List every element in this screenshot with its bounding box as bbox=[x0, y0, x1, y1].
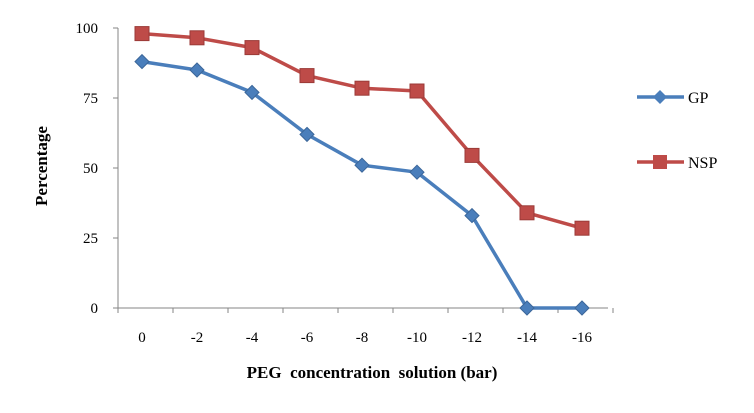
series-line-gp bbox=[141, 59, 582, 310]
data-point-gp bbox=[299, 126, 315, 143]
data-point-nsp bbox=[299, 68, 315, 84]
y-tick-label: 75 bbox=[83, 91, 98, 107]
y-axis: 0 25 50 75 100 bbox=[76, 21, 119, 317]
x-tick-label: -6 bbox=[301, 330, 314, 346]
x-tick-label: -16 bbox=[572, 330, 592, 346]
data-point-gp bbox=[134, 53, 150, 70]
x-axis-title: PEG concentration solution (bar) bbox=[247, 363, 498, 382]
y-tick-label: 25 bbox=[83, 231, 98, 247]
legend-marker-gp bbox=[653, 90, 667, 104]
y-axis-title: Percentage bbox=[32, 126, 51, 206]
x-tick-label: -14 bbox=[517, 330, 537, 346]
data-point-gp bbox=[409, 164, 425, 180]
data-point-nsp bbox=[354, 80, 370, 96]
x-axis: 0 -2 -4 -6 -8 -10 -12 -14 -16 bbox=[117, 307, 614, 346]
y-tick-label: 0 bbox=[91, 301, 99, 317]
x-tick-label: -4 bbox=[246, 330, 259, 346]
legend-marker-nsp bbox=[653, 155, 667, 169]
legend-label-gp: GP bbox=[688, 90, 709, 107]
data-point-gp bbox=[464, 207, 480, 224]
y-tick-label: 100 bbox=[76, 21, 99, 37]
data-point-nsp bbox=[464, 147, 480, 163]
x-tick-label: -10 bbox=[407, 330, 427, 346]
data-point-gp bbox=[189, 62, 205, 78]
data-point-nsp bbox=[134, 26, 150, 42]
series-line-nsp bbox=[141, 31, 583, 230]
data-point-nsp bbox=[409, 83, 425, 99]
data-point-nsp bbox=[189, 30, 205, 46]
data-point-gp bbox=[519, 300, 535, 316]
data-point-nsp bbox=[244, 40, 260, 56]
data-point-nsp bbox=[574, 220, 590, 236]
x-tick-label: -12 bbox=[462, 330, 482, 346]
data-point-gp bbox=[354, 157, 370, 173]
plot-area bbox=[134, 26, 590, 316]
x-tick-label: -8 bbox=[356, 330, 369, 346]
data-point-nsp bbox=[519, 205, 535, 221]
data-point-gp bbox=[244, 84, 260, 101]
data-point-gp bbox=[574, 300, 590, 316]
x-tick-label: 0 bbox=[138, 330, 146, 346]
x-tick-label: -2 bbox=[191, 330, 204, 346]
legend: GP NSP bbox=[637, 90, 717, 172]
y-tick-label: 50 bbox=[83, 161, 98, 177]
legend-label-nsp: NSP bbox=[688, 155, 717, 172]
